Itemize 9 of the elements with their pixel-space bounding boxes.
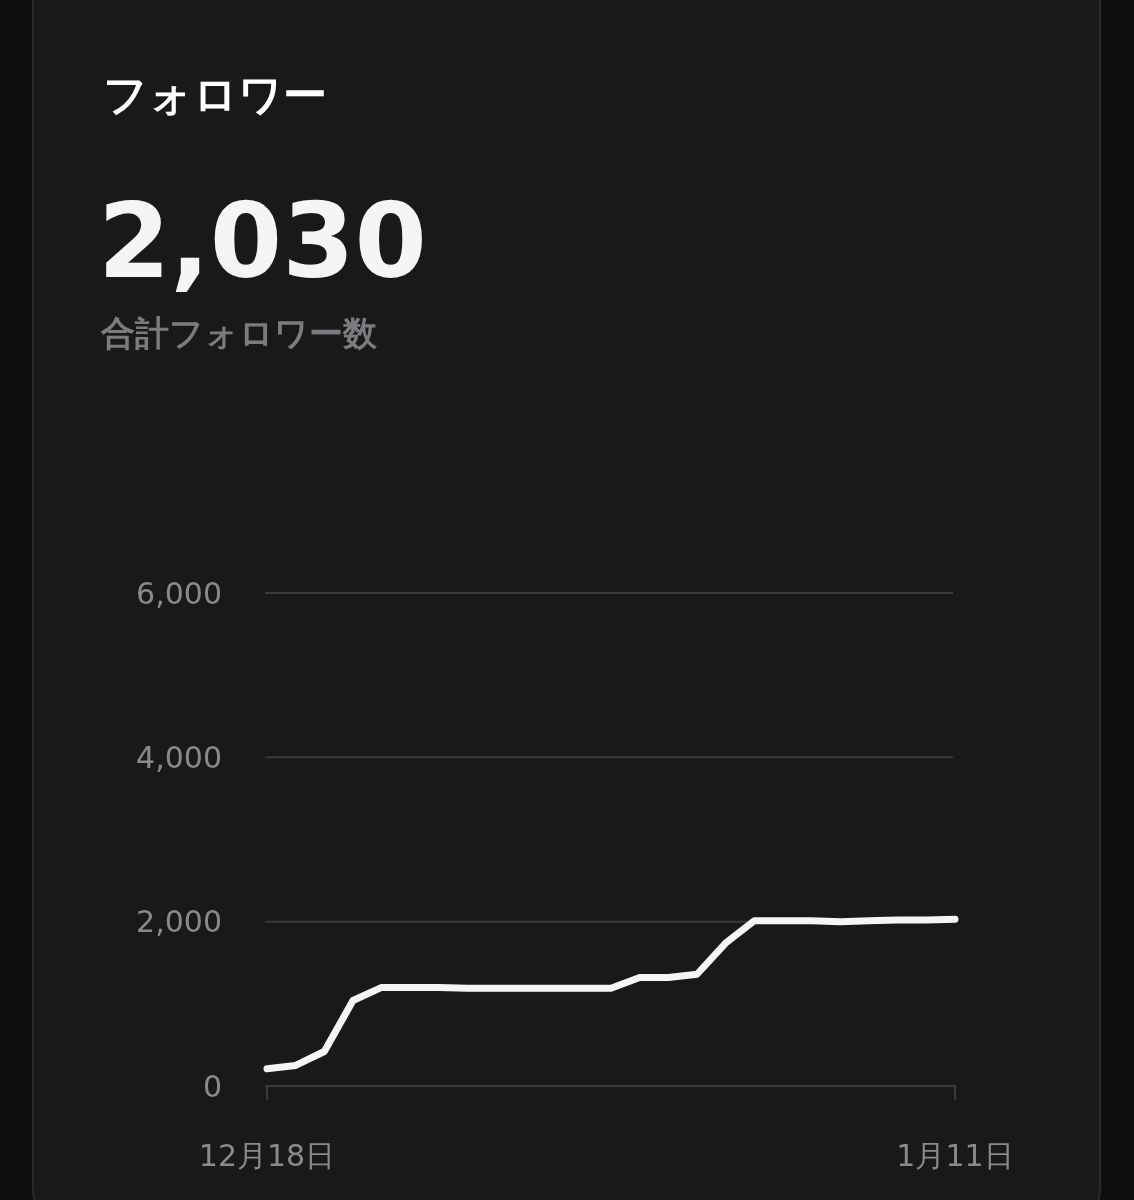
y-tick-label: 6,000 <box>136 575 222 611</box>
x-tick-label: 12月18日 <box>198 1138 336 1173</box>
text: 合計フォロワー数 <box>100 313 378 353</box>
y-tick-label: 2,000 <box>136 904 222 940</box>
y-tick-label: 0 <box>202 1068 222 1104</box>
chart-subtitle: 2,030 <box>98 180 427 302</box>
x-tick-label: 1月11日 <box>896 1138 1014 1173</box>
y-tick-label: 4,000 <box>136 739 222 775</box>
chart-title: フォロワー <box>103 69 327 120</box>
